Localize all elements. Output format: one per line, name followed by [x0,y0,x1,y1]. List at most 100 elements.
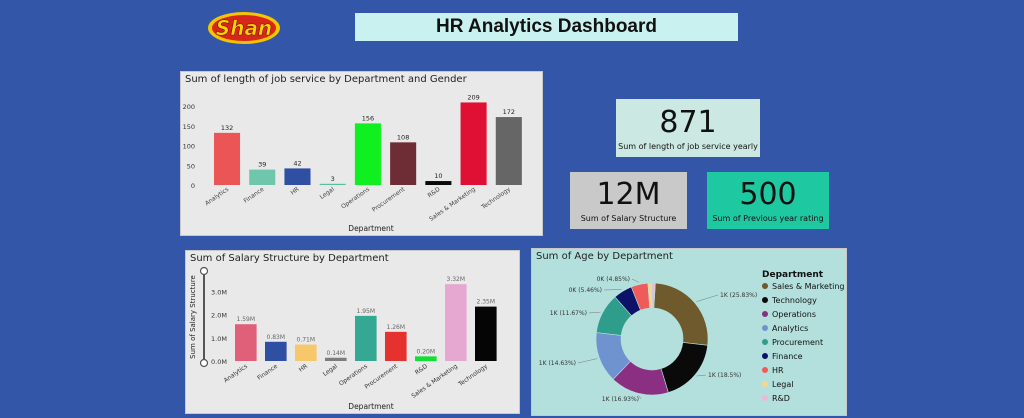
x-tick-label: Technology [480,186,513,212]
x-tick-label: Analytics [204,186,230,207]
kpi-salary-label: Sum of Salary Structure [580,214,677,223]
legend-marker [762,311,768,317]
bar-technology [475,306,497,361]
data-label: 1.59M [237,316,256,323]
kpi-rating: 500 Sum of Previous year rating [707,172,829,229]
data-label: 0.14M [327,350,346,357]
bar-sales-marketing [460,102,487,185]
dashboard-title: HR Analytics Dashboard [355,13,738,41]
bar-technology [495,117,522,185]
kpi-job-service-value: 871 [659,104,717,140]
legend-marker [762,381,768,387]
slice-label: 1K (11.67%) [550,310,587,317]
kpi-salary-value: 12M [596,177,661,212]
bar-legal [319,183,346,185]
job-service-chart-title: Sum of length of job service by Departme… [185,74,467,85]
x-tick-label: Technology [457,363,490,389]
legend-item: Analytics [772,324,808,333]
age-chart-panel[interactable]: Sum of Age by Department 1K (25.83%) 1K (… [531,248,847,416]
x-tick-label: Procurement [371,186,407,214]
bar-analytics [235,324,257,361]
slice-label: 0K (5.46%) [569,287,602,294]
leader-line [577,358,598,364]
job-service-bar-chart: 0 50 100 150 200 132 Analytics 39 Finance 42 HR 3 Le… [183,93,522,233]
leader-line [638,395,642,400]
kpi-job-service-label: Sum of length of job service yearly [618,141,758,151]
slice-label: 1K (16.93%) [602,396,639,403]
legend-item: R&D [772,394,790,403]
data-label: 156 [362,114,374,122]
legend-item: Technology [771,296,817,305]
data-label: 1.95M [357,308,376,315]
legend-marker [762,283,768,289]
bar-hr [295,344,317,361]
leader-line [696,374,707,377]
x-tick-label: Operations [340,186,371,211]
data-label: 2.35M [477,299,496,306]
bar-legal [325,357,347,361]
x-tick-label: HR [298,363,309,374]
job-service-chart-panel[interactable]: Sum of length of job service by Departme… [180,71,543,236]
data-label: 1.26M [387,324,406,331]
leader-line [631,278,640,283]
legend-item: Operations [772,310,816,319]
legend-item: HR [772,366,784,375]
legend-marker [762,339,768,345]
y-tick-label: 200 [183,103,195,111]
legend-marker [762,353,768,359]
legend-title: Department [762,270,824,280]
age-donut-chart: 1K (25.83%) 1K (18.5%) 1K (16.93%) 1K (14.6… [539,270,845,403]
legend-item: Procurement [772,338,823,347]
y-axis-title: Sum of Salary Structure [189,275,197,359]
slice-label: 1K (25.83%) [720,292,757,299]
salary-bar-chart: Sum of Salary Structure 0.0M 1.0M 2.0M 3.0M 1… [189,266,497,411]
legend-marker [762,395,768,401]
shan-logo: Shan [207,11,281,45]
legend-marker [762,367,768,373]
data-label: 209 [467,93,479,101]
salary-chart-panel[interactable]: Sum of Salary Structure by Department Su… [185,250,520,414]
y-tick-label: 2.0M [211,312,227,320]
leader-line [696,294,719,302]
x-tick-label: Legal [319,186,336,201]
x-tick-label: Procurement [364,363,400,391]
y-tick-label: 50 [187,162,195,170]
data-label: 0.83M [267,334,286,341]
bar-procurement [390,142,417,185]
range-slider-handle-bottom [199,358,209,368]
bar-r-d [425,181,452,185]
kpi-job-service: 871 Sum of length of job service yearly [616,99,760,157]
y-tick-label: 100 [183,143,195,151]
kpi-rating-value: 500 [739,177,797,212]
logo-text: Shan [216,16,272,40]
slice-technology [660,342,708,393]
x-tick-label: R&D [414,363,429,377]
dashboard-title-text: HR Analytics Dashboard [435,16,657,37]
y-tick-label: 3.0M [211,289,227,297]
y-tick-label: 0 [191,182,195,190]
legend-marker [762,297,768,303]
slice-sales-marketing [653,282,709,346]
bar-operations [355,315,377,361]
bar-r-d [415,356,437,361]
data-label: 42 [293,159,301,167]
data-label: 0.20M [417,348,436,355]
x-tick-label: HR [289,186,300,197]
legend-item: Finance [772,352,803,361]
y-tick-label: 150 [183,123,195,131]
x-axis-title: Department [348,224,393,233]
bar-hr [284,168,311,185]
data-label: 39 [258,161,266,169]
bar-finance [265,341,287,361]
range-slider-handle-top [199,266,209,276]
bar-procurement [385,331,407,361]
leader-line [588,311,601,314]
data-label: 3.32M [447,276,466,283]
data-label: 0.71M [297,337,316,344]
slice-label: 1K (14.63%) [539,360,576,367]
x-tick-label: R&D [426,186,441,200]
slice-r-d [651,282,656,309]
data-label: 3 [331,175,335,183]
x-tick-label: Finance [243,186,266,205]
kpi-salary: 12M Sum of Salary Structure [570,172,687,229]
